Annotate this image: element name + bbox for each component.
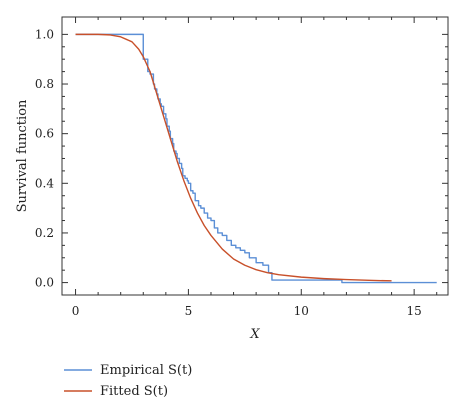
x-tick-label: 15: [406, 304, 421, 318]
y-tick-label: 0.8: [35, 77, 54, 91]
y-tick-label: 0.2: [35, 226, 54, 240]
y-tick-label: 0.0: [35, 276, 54, 290]
x-tick-label: 0: [72, 304, 80, 318]
y-tick-label: 0.4: [35, 176, 54, 190]
x-axis-title: X: [249, 327, 260, 342]
legend-label: Empirical S(t): [100, 363, 192, 378]
legend-label: Fitted S(t): [100, 384, 168, 399]
legend: Empirical S(t) Fitted S(t): [64, 363, 192, 399]
series-layer: [75, 33, 437, 284]
fitted-series-line: [75, 33, 392, 282]
ticks-layer: 0 5 10 15 0.0 0.2 0.4 0.6 0.8 1.0: [35, 17, 448, 318]
empirical-series-line: [75, 33, 437, 284]
x-tick-label: 5: [185, 304, 193, 318]
y-tick-label: 1.0: [35, 27, 54, 41]
y-axis-title: Survival function: [15, 99, 30, 212]
x-tick-label: 10: [294, 304, 309, 318]
y-tick-label: 0.6: [35, 127, 54, 141]
plot-frame: [61, 16, 449, 296]
